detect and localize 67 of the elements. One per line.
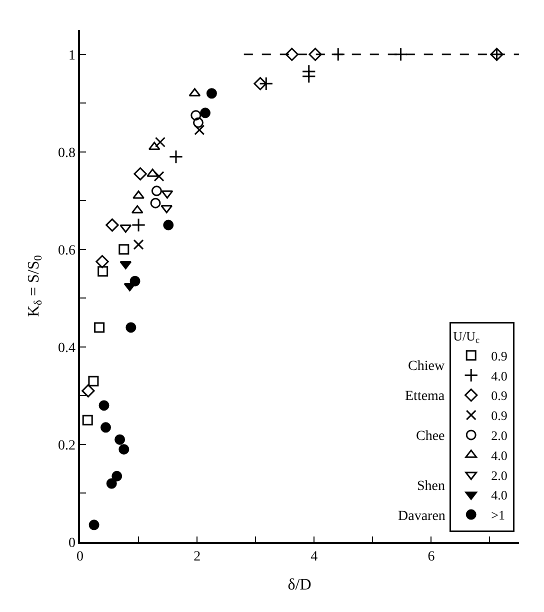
y-tick-label: 0 xyxy=(68,536,76,551)
point xyxy=(160,204,173,214)
point xyxy=(154,136,166,148)
point xyxy=(106,218,119,232)
point xyxy=(200,108,211,118)
point xyxy=(82,384,95,398)
point xyxy=(98,266,108,277)
point xyxy=(308,48,322,61)
point xyxy=(96,255,109,268)
x-tick-label: 6 xyxy=(428,550,435,565)
point xyxy=(254,77,267,90)
y-tick-label: 0.8 xyxy=(58,146,76,161)
annotation: Chiew xyxy=(408,359,446,374)
point xyxy=(150,198,161,208)
point xyxy=(98,400,110,411)
x-tick-label: 4 xyxy=(310,550,318,565)
point xyxy=(112,470,122,482)
legend-label: 4.0 xyxy=(491,488,508,503)
point xyxy=(94,322,105,333)
annotation: Ettema xyxy=(405,389,446,404)
legend-label: 4.0 xyxy=(491,448,508,463)
annotation: Chee xyxy=(416,429,445,444)
point xyxy=(88,376,99,386)
legend-label: >1 xyxy=(491,508,505,523)
point xyxy=(192,117,204,128)
point xyxy=(302,69,316,84)
point xyxy=(206,88,217,99)
point xyxy=(126,322,136,333)
point xyxy=(151,186,162,196)
point xyxy=(130,276,140,286)
legend-title: U/U$_{c}$ xyxy=(453,328,480,346)
point xyxy=(148,142,160,150)
point xyxy=(118,244,130,255)
point xyxy=(100,422,111,433)
point xyxy=(331,47,346,62)
point xyxy=(131,218,146,232)
annotation: Shen xyxy=(417,479,445,494)
y-tick-label: 0.2 xyxy=(58,438,76,454)
y-tick-label: 1 xyxy=(68,48,76,64)
point xyxy=(134,167,147,180)
legend-label: 2.0 xyxy=(491,468,508,483)
point xyxy=(168,150,184,164)
point xyxy=(132,190,144,199)
legend-label: 0.9 xyxy=(491,408,508,424)
annotation: Davaren xyxy=(398,509,446,524)
x-tick-label: 2 xyxy=(194,550,201,565)
point xyxy=(190,110,202,121)
point xyxy=(285,48,298,61)
legend-label: 4.0 xyxy=(491,368,508,384)
legend-label: 2.0 xyxy=(491,428,508,444)
point xyxy=(163,220,174,230)
point xyxy=(194,124,205,136)
point xyxy=(114,434,126,445)
y-tick-label: 0.4 xyxy=(58,340,76,356)
point xyxy=(88,520,100,530)
point xyxy=(106,478,117,489)
point xyxy=(161,190,174,199)
legend-label: 0.9 xyxy=(491,348,508,364)
point xyxy=(259,76,274,91)
x-axis-title: δ/D xyxy=(288,576,312,594)
point xyxy=(133,239,144,250)
point xyxy=(120,224,132,233)
point xyxy=(154,171,164,182)
y-tick-label: 0.6 xyxy=(58,243,76,258)
legend-label: 0.9 xyxy=(491,388,508,404)
point xyxy=(118,444,130,455)
point xyxy=(82,414,93,426)
